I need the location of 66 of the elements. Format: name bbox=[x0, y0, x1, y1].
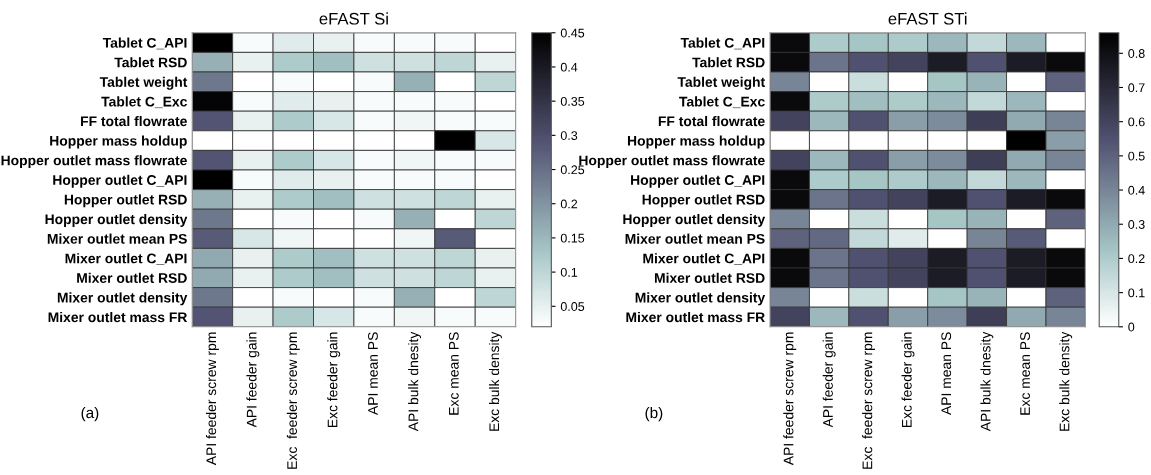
color-bar-label: 0.3 bbox=[560, 131, 578, 140]
y-tick-label: Hopper mass holdup bbox=[50, 135, 187, 149]
color-bar-label: 0 bbox=[1128, 322, 1135, 332]
x-tick-label: Exc feeder screw rpm bbox=[286, 332, 300, 469]
x-tick-label: Exc feeder screw rpm bbox=[862, 332, 876, 469]
color-bar-label: 0.4 bbox=[560, 62, 578, 72]
x-tick-label: API bulk dnesity bbox=[408, 331, 422, 432]
color-bar-label: 0.6 bbox=[1128, 117, 1145, 127]
color-bar-label: 0.1 bbox=[560, 267, 578, 277]
y-tick-label: Hopper mass holdup bbox=[627, 135, 765, 149]
x-tick-label: API feeder screw rpm bbox=[783, 332, 797, 466]
x-tick-label: API bulk dnesity bbox=[980, 331, 994, 432]
y-tick-label: FF total flowrate bbox=[658, 115, 765, 127]
x-tick-label: Exc mean PS bbox=[448, 332, 459, 415]
color-bar-label: 0.2 bbox=[1128, 254, 1145, 264]
y-tick-label: Mixer outlet mass FR bbox=[626, 311, 765, 323]
y-tick-label: Hopper outlet RSD bbox=[642, 194, 765, 208]
y-tick-label: Hopper outlet density bbox=[45, 213, 188, 227]
x-tick-label: API feeder gain bbox=[822, 332, 836, 428]
y-tick-label: Tablet weight bbox=[677, 76, 765, 90]
color-bar-label: 0.05 bbox=[560, 302, 585, 311]
y-tick-label: Tablet weight bbox=[99, 76, 188, 90]
y-tick-label: Hopper outlet RSD bbox=[64, 194, 187, 208]
y-tick-label: Mixer outlet mean PS bbox=[47, 233, 187, 244]
text: (a) bbox=[81, 406, 99, 422]
y-tick-label: Tablet C_Exc bbox=[679, 96, 765, 109]
color-bar-label: 0.3 bbox=[1128, 220, 1145, 229]
y-tick-label: Mixer outlet RSD bbox=[77, 272, 187, 283]
chart-title: eFAST STi bbox=[888, 12, 967, 25]
x-tick-label: API mean PS bbox=[941, 332, 952, 416]
x-tick-label: Exc mean PS bbox=[1020, 332, 1030, 415]
color-bar-label: 0.8 bbox=[1128, 49, 1145, 58]
y-tick-label: Hopper outlet C_API bbox=[53, 174, 187, 188]
x-tick-label: Exc bulk density bbox=[488, 331, 502, 431]
x-tick-label: API mean PS bbox=[368, 332, 378, 416]
x-tick-label: Exc bulk density bbox=[1059, 331, 1073, 431]
color-bar-label: 0.7 bbox=[1128, 83, 1145, 93]
y-tick-label: Tablet RSD bbox=[114, 57, 187, 68]
y-tick-label: Mixer outlet density bbox=[635, 292, 766, 306]
x-tick-label: Exc feeder gain bbox=[901, 332, 915, 428]
color-bar-label: 0.15 bbox=[560, 233, 585, 243]
y-tick-label: Mixer outlet density bbox=[57, 292, 188, 306]
y-tick-label: Tablet C_Exc bbox=[101, 96, 187, 109]
color-bar-label: 0.45 bbox=[560, 28, 585, 38]
y-tick-label: Tablet RSD bbox=[692, 57, 765, 68]
text: (b) bbox=[645, 406, 663, 422]
x-tick-label: Exc feeder gain bbox=[327, 332, 341, 428]
color-bar-label: 0.35 bbox=[560, 96, 585, 106]
y-tick-label: Mixer outlet RSD bbox=[654, 272, 765, 283]
color-bar-label: 0.5 bbox=[1128, 151, 1145, 161]
y-tick-label: Mixer outlet C_API bbox=[643, 253, 765, 265]
chart-title: eFAST Si bbox=[319, 12, 388, 25]
y-tick-label: Mixer outlet mean PS bbox=[625, 233, 765, 244]
y-tick-label: Hopper outlet mass flowrate bbox=[1, 155, 187, 169]
x-tick-label: API feeder gain bbox=[246, 332, 260, 428]
color-bar-label: 0.1 bbox=[1128, 288, 1145, 298]
y-tick-label: Tablet C_API bbox=[680, 37, 765, 50]
y-tick-label: Hopper outlet density bbox=[623, 213, 766, 227]
y-tick-label: FF total flowrate bbox=[81, 115, 187, 127]
x-tick-label: API feeder screw rpm bbox=[205, 332, 219, 466]
color-bar-label: 0.2 bbox=[560, 199, 578, 209]
y-tick-label: Mixer outlet mass FR bbox=[48, 311, 188, 323]
y-tick-label: Hopper outlet C_API bbox=[631, 174, 765, 188]
color-bar-label: 0.4 bbox=[1128, 185, 1145, 195]
y-tick-label: Mixer outlet C_API bbox=[65, 253, 187, 265]
y-tick-label: Tablet C_API bbox=[102, 37, 187, 50]
